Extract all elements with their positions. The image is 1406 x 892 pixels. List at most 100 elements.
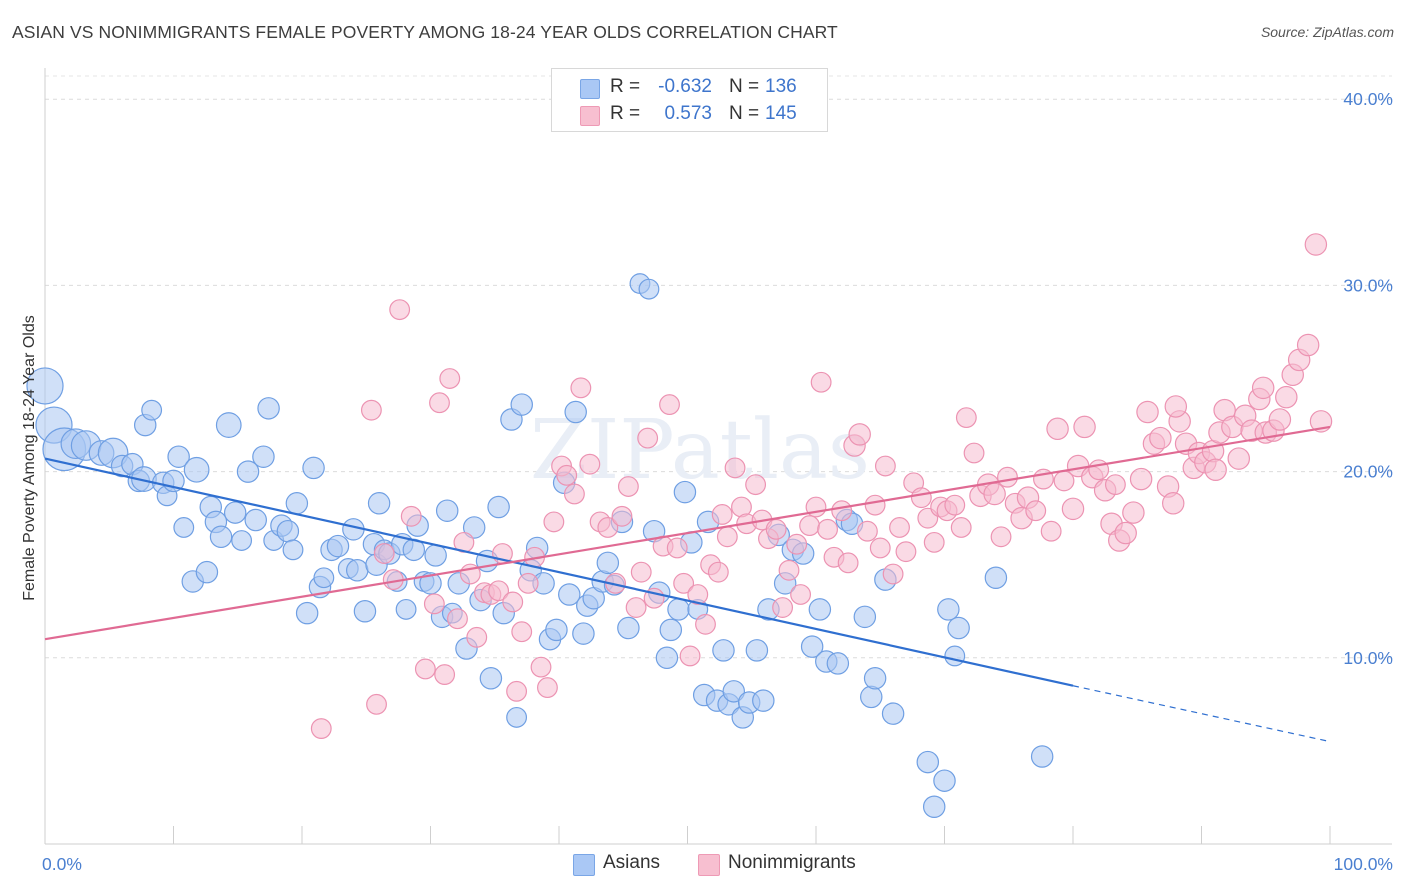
- data-point: [506, 706, 528, 728]
- data-point: [1149, 426, 1172, 450]
- data-point: [434, 664, 456, 685]
- data-point: [745, 474, 767, 496]
- stats-row-nonimmigrants: R = 0.573 N = 145: [552, 102, 827, 128]
- data-point: [864, 494, 886, 516]
- data-point: [1088, 459, 1110, 481]
- data-point: [209, 525, 233, 549]
- legend-label: Nonimmigrants: [728, 852, 856, 873]
- data-point: [1136, 400, 1159, 424]
- data-point: [712, 639, 735, 662]
- data-point: [579, 453, 601, 475]
- data-point: [922, 795, 946, 819]
- data-point: [502, 591, 524, 613]
- data-point: [423, 593, 445, 615]
- data-point: [817, 518, 838, 540]
- data-point: [395, 598, 417, 620]
- data-point: [722, 680, 746, 703]
- n-label: N =: [729, 76, 760, 97]
- data-point: [1122, 501, 1145, 524]
- data-point: [1114, 521, 1137, 545]
- data-point: [944, 494, 966, 516]
- data-point: [860, 685, 883, 709]
- data-point: [765, 518, 787, 540]
- data-point: [435, 499, 459, 522]
- data-point: [1268, 408, 1292, 431]
- data-point: [488, 580, 510, 602]
- data-point: [625, 597, 647, 618]
- data-point: [745, 639, 769, 662]
- data-point: [984, 566, 1008, 589]
- data-point: [414, 658, 436, 680]
- r-label: R =: [610, 103, 641, 124]
- data-point: [1275, 385, 1298, 409]
- data-point: [695, 613, 716, 635]
- data-point: [752, 689, 775, 712]
- data-point: [236, 460, 260, 483]
- data-point: [808, 598, 832, 621]
- data-point: [667, 598, 690, 621]
- data-point: [950, 517, 972, 538]
- data-point: [389, 299, 411, 321]
- data-point: [724, 457, 746, 479]
- x-tick-label: 100.0%: [1334, 854, 1393, 874]
- data-point: [933, 769, 956, 792]
- asians-swatch: [573, 854, 595, 876]
- data-point: [1104, 474, 1126, 496]
- y-tick-label: 30.0%: [1343, 275, 1393, 295]
- data-point: [252, 445, 275, 468]
- data-point: [1040, 520, 1062, 542]
- tick-labels: 10.0% 20.0% 30.0% 40.0% 0.0% 100.0%: [42, 89, 1393, 874]
- data-point: [511, 621, 533, 643]
- data-point: [353, 600, 377, 623]
- data-point: [360, 399, 382, 421]
- nonimmigrants-swatch: [580, 106, 600, 126]
- data-point: [837, 552, 859, 574]
- data-point: [786, 533, 808, 555]
- data-point: [326, 534, 350, 558]
- data-point: [716, 526, 738, 548]
- data-point: [195, 560, 219, 584]
- data-point: [983, 482, 1006, 506]
- legend-label: Asians: [603, 852, 661, 873]
- n-value: 136: [765, 76, 797, 97]
- data-point: [1204, 458, 1227, 482]
- data-point: [963, 442, 985, 464]
- data-point: [1164, 395, 1188, 418]
- data-point: [257, 397, 280, 420]
- data-point: [302, 456, 325, 480]
- data-point: [517, 572, 539, 594]
- data-point: [1030, 745, 1054, 768]
- data-point: [863, 667, 887, 690]
- y-tick-label: 40.0%: [1343, 89, 1393, 109]
- data-point: [895, 541, 917, 563]
- trend-lines: [44, 425, 1331, 743]
- data-point: [1227, 447, 1251, 470]
- data-point: [231, 530, 253, 551]
- data-point: [810, 371, 832, 393]
- data-point: [367, 492, 391, 515]
- data-point: [282, 539, 304, 561]
- data-point: [687, 584, 709, 605]
- n-value: 145: [765, 103, 797, 124]
- data-point: [659, 394, 680, 416]
- r-label: R =: [610, 76, 641, 97]
- series-asians: [26, 273, 1054, 819]
- data-point: [424, 544, 447, 567]
- data-point: [223, 501, 247, 524]
- data-point: [487, 495, 510, 519]
- data-point: [673, 572, 695, 594]
- data-point: [826, 652, 850, 675]
- data-point: [558, 583, 581, 606]
- data-point: [26, 367, 64, 405]
- data-point: [869, 537, 891, 559]
- data-point: [285, 492, 309, 515]
- data-point: [947, 616, 970, 640]
- data-point: [889, 517, 910, 538]
- data-point: [673, 480, 697, 504]
- data-point: [666, 537, 688, 559]
- data-point: [881, 702, 905, 725]
- trend-line: [44, 425, 1331, 641]
- data-point: [366, 693, 387, 715]
- data-point: [510, 393, 533, 416]
- data-point: [848, 423, 871, 446]
